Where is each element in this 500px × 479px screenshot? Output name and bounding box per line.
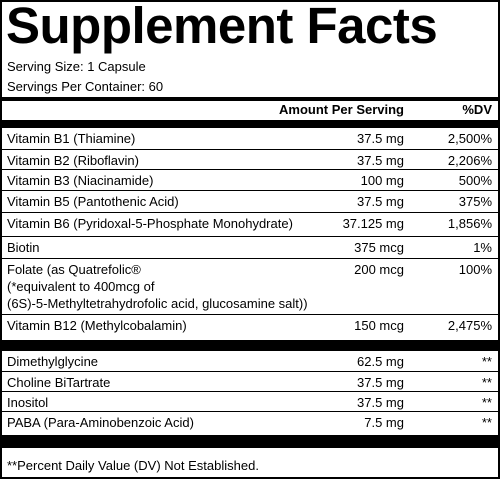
amount: 37.5 mg [357,131,404,146]
amount: 100 mg [360,173,404,188]
daily-value: ** [481,354,492,369]
divider [2,340,498,351]
row-line [2,258,498,259]
title: Supplement Facts [6,0,438,54]
dv-header: %DV [462,102,492,117]
daily-value: 2,206% [447,153,492,168]
row-line [2,371,498,372]
amount: 37.5 mg [357,395,404,410]
ingredient-name: Vitamin B5 (Pantothenic Acid) [7,194,179,209]
ingredient-name: Vitamin B2 (Riboflavin) [7,153,139,168]
amount: 200 mcg [354,262,404,277]
ingredient-name: Vitamin B1 (Thiamine) [7,131,136,146]
row-line [2,314,498,315]
row-line [2,411,498,412]
row-line [2,149,498,150]
amount-header: Amount Per Serving [279,102,404,117]
ingredient-detail: (*equivalent to 400mcg of [7,279,155,294]
ingredient-name: Vitamin B6 (Pyridoxal-5-Phosphate Monohy… [7,216,293,231]
ingredient-detail: (6S)-5-Methyltetrahydrofolic acid, gluco… [7,296,308,311]
daily-value: 2,500% [447,131,492,146]
servings-per-container: Servings Per Container: 60 [7,79,164,94]
divider [2,435,498,448]
daily-value: 2,475% [447,318,492,333]
amount: 375 mcg [354,240,404,255]
serving-size: Serving Size: 1 Capsule [7,59,146,74]
row-line [2,169,498,170]
row-line [2,212,498,213]
divider [2,97,498,101]
amount: 7.5 mg [364,415,404,430]
daily-value: 1% [473,240,492,255]
daily-value: ** [481,415,492,430]
row-line [2,236,498,237]
ingredient-name: Vitamin B3 (Niacinamide) [7,173,154,188]
amount: 37.5 mg [357,375,404,390]
amount: 62.5 mg [357,354,404,369]
daily-value: 375% [458,194,492,209]
ingredient-name: Inositol [7,395,49,410]
ingredient-name: Choline BiTartrate [7,375,111,390]
ingredient-name: Folate (as Quatrefolic® [7,262,141,277]
daily-value: ** [481,395,492,410]
footnote: **Percent Daily Value (DV) Not Establish… [7,458,259,473]
ingredient-name: Biotin [7,240,40,255]
amount: 37.5 mg [357,153,404,168]
ingredient-name: Dimethylglycine [7,354,99,369]
ingredient-name: Vitamin B12 (Methylcobalamin) [7,318,187,333]
ingredient-name: PABA (Para-Aminobenzoic Acid) [7,415,194,430]
divider [2,120,498,128]
row-line [2,190,498,191]
row-line [2,391,498,392]
daily-value: 100% [458,262,492,277]
amount: 37.5 mg [357,194,404,209]
daily-value: ** [481,375,492,390]
amount: 37.125 mg [342,216,404,231]
amount: 150 mcg [354,318,404,333]
daily-value: 1,856% [447,216,492,231]
daily-value: 500% [458,173,492,188]
